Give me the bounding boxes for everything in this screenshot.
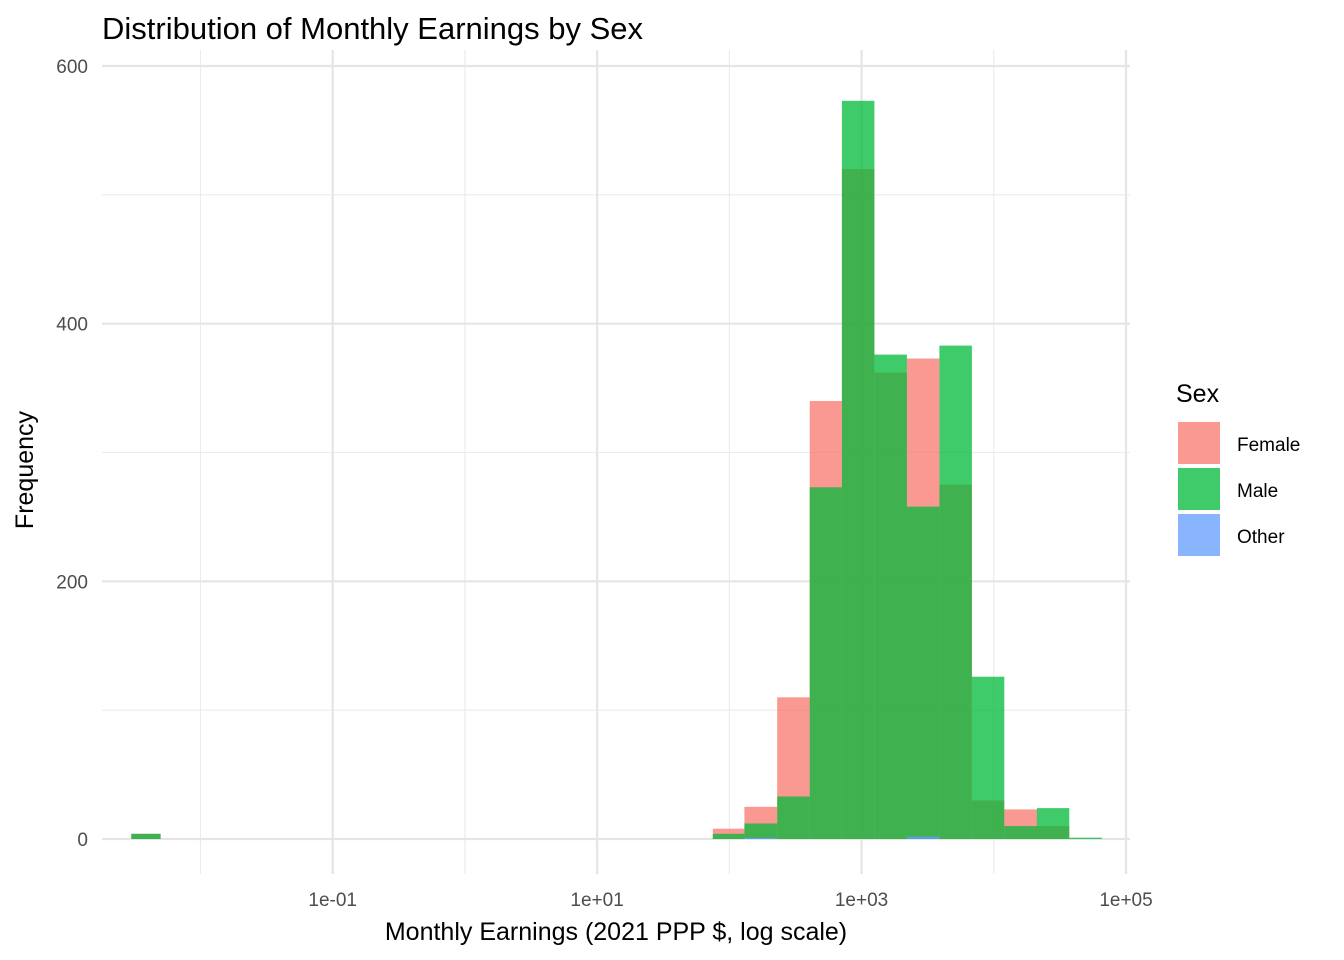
- axes: 0 200 400 600 1e-01 1e+01 1e+03 1e+05: [56, 57, 1152, 911]
- chart-title: Distribution of Monthly Earnings by Sex: [102, 11, 644, 46]
- bar-male: [131, 833, 161, 839]
- legend-key-female: [1178, 422, 1220, 464]
- bar-male: [777, 796, 810, 839]
- bar-male: [841, 100, 875, 840]
- bar-male: [939, 345, 972, 839]
- legend-label-female: Female: [1237, 435, 1300, 456]
- bar-other: [744, 837, 778, 839]
- x-tick-label: 1e+03: [835, 890, 888, 911]
- x-tick-label: 1e-01: [308, 890, 357, 911]
- legend-key-male: [1178, 468, 1220, 510]
- bar-male: [809, 487, 842, 839]
- bar-male: [1004, 826, 1037, 839]
- bar-male: [744, 823, 778, 839]
- legend-label-male: Male: [1237, 481, 1278, 502]
- y-tick-label: 400: [56, 315, 88, 336]
- legend-label-other: Other: [1237, 527, 1285, 548]
- x-tick-label: 1e+05: [1099, 890, 1152, 911]
- bar-male: [906, 506, 940, 839]
- bar-male: [874, 354, 907, 839]
- bar-male: [712, 833, 745, 839]
- histogram-bars: [131, 100, 1102, 840]
- y-axis-title: Frequency: [11, 410, 39, 529]
- x-axis-title: Monthly Earnings (2021 PPP $, log scale): [385, 918, 847, 946]
- y-tick-label: 200: [56, 572, 88, 593]
- bar-male: [1069, 837, 1102, 839]
- bar-male: [1036, 808, 1070, 839]
- y-tick-label: 0: [77, 830, 88, 851]
- y-tick-label: 600: [56, 57, 88, 78]
- bar-male: [971, 676, 1005, 839]
- legend-key-other: [1178, 514, 1220, 556]
- bar-other: [906, 836, 940, 839]
- legend: Sex Female Male Other: [1176, 380, 1300, 556]
- legend-title: Sex: [1176, 380, 1220, 408]
- x-tick-label: 1e+01: [570, 890, 623, 911]
